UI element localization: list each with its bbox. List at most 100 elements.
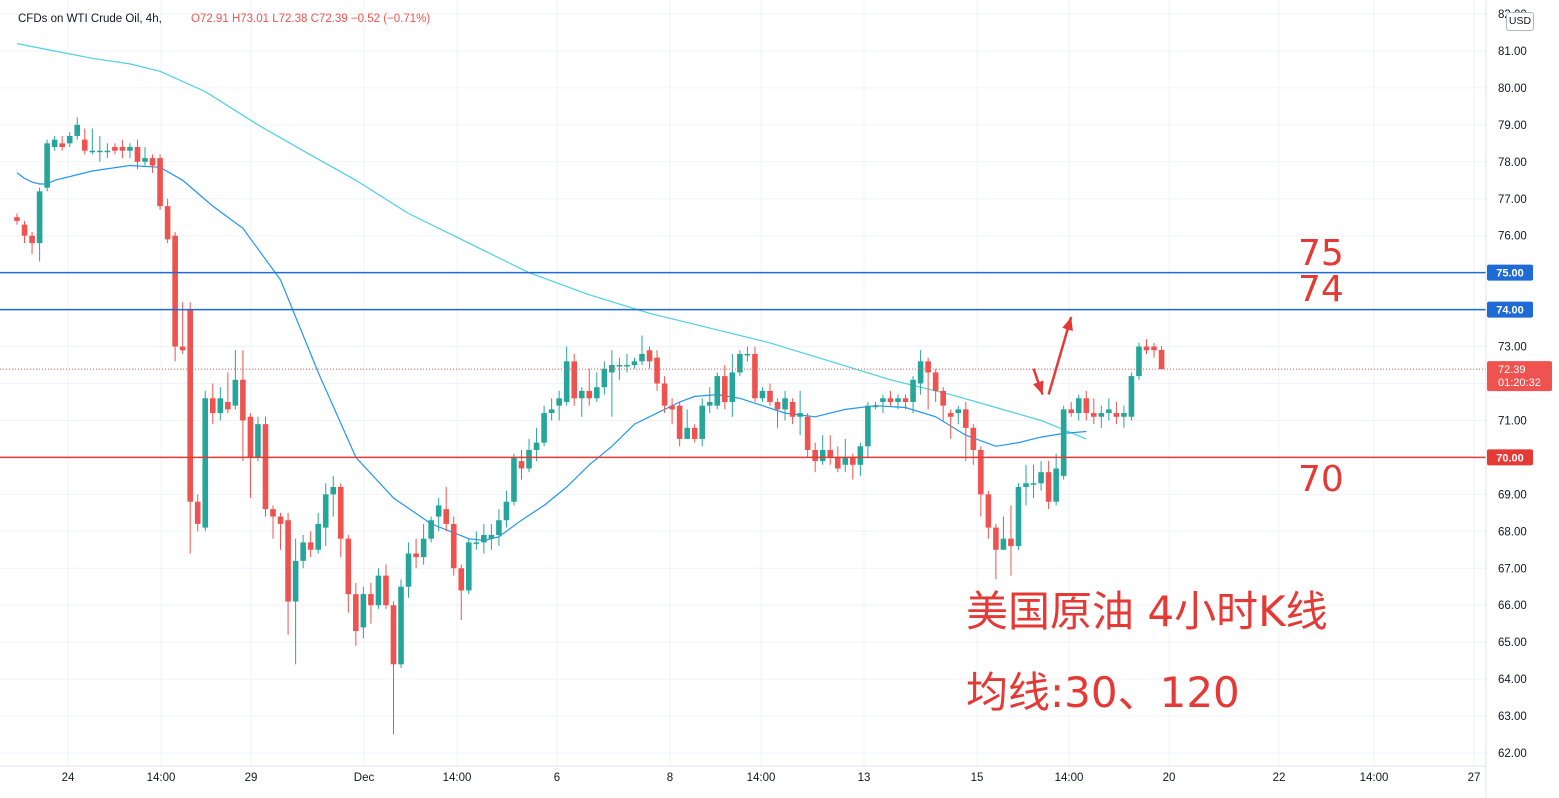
candle-body [586,390,593,399]
x-tick-label: 14:00 [1055,772,1084,784]
candle-body [722,376,728,402]
y-tick-label: 76.00 [1498,231,1527,243]
current-price-label: 72.39 [1498,364,1526,376]
candle-body [225,401,231,410]
candle-body [676,405,683,439]
candle-body [51,139,58,148]
candle-body [345,538,352,595]
candle-body [142,158,148,162]
direction-arrows [1032,316,1073,395]
candle-body [1060,409,1067,476]
candle-body [533,442,540,451]
arrow-shaft [1047,316,1073,395]
candle-body [729,372,736,402]
candle-body [187,309,193,502]
candle-body [940,390,946,406]
candle-body [684,427,690,439]
candle-body [925,361,931,373]
x-tick-label: 6 [554,772,560,784]
candle-body [157,158,163,207]
x-tick-label: 22 [1273,772,1286,784]
candle-body [1121,413,1127,417]
candle-body [654,357,660,384]
candle-body [97,150,103,153]
arrow-head [1062,316,1073,332]
tag-70: 70.00 [1496,452,1524,464]
candle-body [932,372,939,391]
candle-body [737,353,743,373]
candle-body [149,158,156,166]
candle-body [594,387,600,399]
symbol-legend: CFDs on WTI Crude Oil, 4h, O72.91 H73.01… [18,13,430,25]
tag-74: 74.00 [1496,305,1524,317]
tag-75-bg [1487,264,1533,281]
countdown-label: 01:20:32 [1498,377,1541,389]
currency-button[interactable]: USD [1506,12,1534,31]
candle-body [827,450,834,458]
candle-body [473,542,480,544]
candle-body [601,368,608,388]
candle-body [1098,413,1105,417]
candle-body [804,416,811,451]
candle-body [857,446,864,465]
candle-body [134,147,141,162]
candle-body [66,135,73,144]
candle-body [706,401,713,406]
candle-body [119,147,126,151]
candle-body [262,424,269,510]
candle-body [1030,483,1037,485]
candle-body [488,534,495,539]
y-tick-label: 68.00 [1498,526,1527,538]
candle-body [435,505,442,517]
candle-body [428,520,434,539]
candle-body [330,486,337,495]
candle-body [955,409,962,414]
legend-open: O72.91 [191,13,229,25]
candle-body [578,390,585,399]
candle-body [255,424,261,458]
candle-body [383,575,389,606]
candle-body [842,457,849,465]
candle-body [413,553,419,558]
y-tick-label: 73.00 [1498,342,1527,354]
horizontal-levels [0,271,1486,459]
candle-body [232,379,239,406]
y-tick-label: 63.00 [1498,711,1527,723]
candle-body [511,457,517,502]
y-tick-label: 64.00 [1498,674,1527,686]
tag-74-bg [1487,301,1533,318]
arrow-head [1033,380,1044,395]
ma30-series [16,164,1087,542]
candle-body [571,361,578,399]
y-tick-label: 67.00 [1498,563,1527,575]
candle-body [669,405,675,410]
candle-body [1053,468,1059,502]
x-tick-label: 27 [1468,772,1481,784]
candle-body [1075,398,1082,414]
x-tick-label: 14:00 [1360,772,1389,784]
candle-body [1000,538,1007,550]
x-axis-ticks: 24 14:00 29 Dec 14:00 6 8 14:00 13 15 14:00 20 22 14:… [62,772,1481,784]
candle-body [526,450,532,469]
candle-body [1113,413,1120,417]
candle-body [872,405,879,408]
candle-body [631,361,638,366]
candle-body [541,413,547,443]
candle-body [850,457,856,465]
level-70-label: 70 [1298,459,1344,500]
candle-body [368,594,374,606]
legend-low: L72.38 [272,13,308,25]
candle-body [458,568,465,591]
candle-body [104,150,111,153]
candle-body [240,379,246,421]
chart-grid [0,0,1486,766]
candle-body [624,365,630,367]
candle-body [661,383,668,406]
candle-body [947,413,954,417]
x-tick-label: Dec [354,772,375,784]
candle-body [360,594,367,628]
candle-body [556,398,562,406]
candle-body [1083,398,1090,414]
